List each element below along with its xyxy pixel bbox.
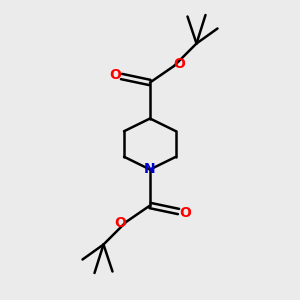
Text: O: O [173,58,185,71]
Text: O: O [179,206,191,220]
Text: O: O [115,217,127,230]
Text: N: N [144,163,156,176]
Text: O: O [109,68,121,82]
